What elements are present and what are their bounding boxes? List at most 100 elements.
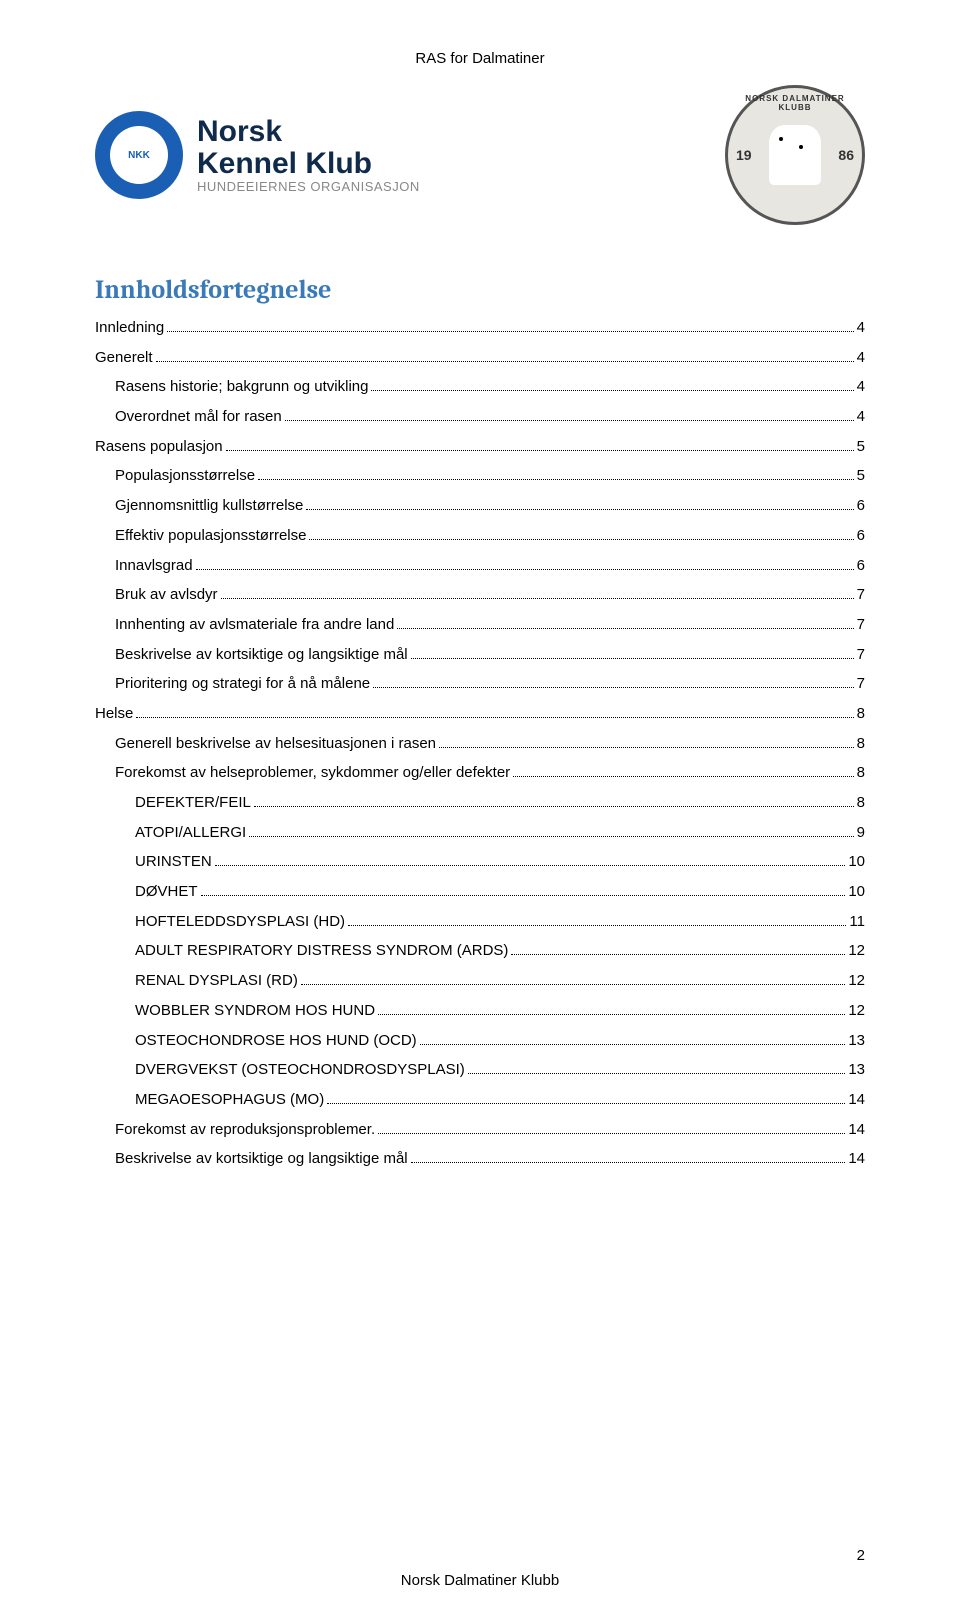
toc-entry-label: Bruk av avlsdyr <box>115 584 218 607</box>
nkk-text-block: Norsk Kennel Klub HUNDEEIERNES ORGANISAS… <box>197 116 420 194</box>
toc-entry-page: 14 <box>848 1148 865 1171</box>
toc-row: Innledning4 <box>95 317 865 340</box>
toc-entry-page: 8 <box>857 792 865 815</box>
toc-entry-label: Innledning <box>95 317 164 340</box>
toc-entry-label: Forekomst av reproduksjonsproblemer. <box>115 1119 375 1142</box>
toc-entry-page: 8 <box>857 762 865 785</box>
toc-leader-dots <box>254 806 854 807</box>
toc-entry-label: Beskrivelse av kortsiktige og langsiktig… <box>115 1148 408 1171</box>
toc-entry-label: Populasjonsstørrelse <box>115 465 255 488</box>
toc-row: Forekomst av reproduksjonsproblemer.14 <box>95 1119 865 1142</box>
toc-row: Rasens historie; bakgrunn og utvikling4 <box>95 376 865 399</box>
club-year-right: 86 <box>838 147 854 163</box>
toc-entry-label: URINSTEN <box>135 851 212 874</box>
toc-entry-label: Helse <box>95 703 133 726</box>
toc-row: Overordnet mål for rasen4 <box>95 406 865 429</box>
toc-row: HOFTELEDDSDYSPLASI (HD) 11 <box>95 911 865 934</box>
toc-entry-page: 4 <box>857 406 865 429</box>
nkk-logo-block: NKK Norsk Kennel Klub HUNDEEIERNES ORGAN… <box>95 111 420 199</box>
toc-row: Effektiv populasjonsstørrelse 6 <box>95 525 865 548</box>
toc-entry-label: OSTEOCHONDROSE HOS HUND (OCD) <box>135 1030 417 1053</box>
toc-entry-label: MEGAOESOPHAGUS (MO) <box>135 1089 324 1112</box>
toc-row: WOBBLER SYNDROM HOS HUND 12 <box>95 1000 865 1023</box>
toc-leader-dots <box>511 954 845 955</box>
toc-row: ATOPI/ALLERGI 9 <box>95 822 865 845</box>
toc-row: Innhenting av avlsmateriale fra andre la… <box>95 614 865 637</box>
toc-leader-dots <box>411 658 854 659</box>
toc-leader-dots <box>468 1073 846 1074</box>
toc-leader-dots <box>373 687 854 688</box>
toc-row: RENAL DYSPLASI (RD) 12 <box>95 970 865 993</box>
dalmatian-dog-icon <box>769 125 821 185</box>
toc-row: ADULT RESPIRATORY DISTRESS SYNDROM (ARDS… <box>95 940 865 963</box>
toc-entry-label: Effektiv populasjonsstørrelse <box>115 525 306 548</box>
toc-leader-dots <box>285 420 854 421</box>
toc-leader-dots <box>196 569 854 570</box>
toc-entry-label: Innavlsgrad <box>115 555 193 578</box>
toc-entry-label: WOBBLER SYNDROM HOS HUND <box>135 1000 375 1023</box>
toc-heading: Innholdsfortegnelse <box>95 275 865 305</box>
toc-entry-page: 10 <box>848 881 865 904</box>
toc-row: Beskrivelse av kortsiktige og langsiktig… <box>95 1148 865 1171</box>
dalmatiner-club-logo-icon: NORSK DALMATINER KLUBB 19 86 <box>725 85 865 225</box>
toc-leader-dots <box>221 598 854 599</box>
page-number: 2 <box>857 1547 865 1564</box>
toc-entry-page: 14 <box>848 1089 865 1112</box>
toc-entry-page: 12 <box>848 970 865 993</box>
toc-row: Innavlsgrad6 <box>95 555 865 578</box>
toc-leader-dots <box>226 450 854 451</box>
toc-leader-dots <box>513 776 853 777</box>
toc-row: Prioritering og strategi for å nå målene… <box>95 673 865 696</box>
toc-leader-dots <box>167 331 853 332</box>
nkk-badge-text: NKK <box>110 126 168 184</box>
toc-entry-page: 4 <box>857 347 865 370</box>
toc-entry-page: 6 <box>857 525 865 548</box>
toc-entry-page: 9 <box>857 822 865 845</box>
toc-entry-label: Forekomst av helseproblemer, sykdommer o… <box>115 762 510 785</box>
toc-leader-dots <box>136 717 853 718</box>
toc-entry-label: Gjennomsnittlig kullstørrelse <box>115 495 303 518</box>
toc-entry-label: DØVHET <box>135 881 198 904</box>
toc-entry-label: ATOPI/ALLERGI <box>135 822 246 845</box>
toc-leader-dots <box>378 1133 845 1134</box>
toc-leader-dots <box>301 984 845 985</box>
toc-entry-label: HOFTELEDDSDYSPLASI (HD) <box>135 911 345 934</box>
nkk-logo-icon: NKK <box>95 111 183 199</box>
toc-row: Generell beskrivelse av helsesituasjonen… <box>95 733 865 756</box>
toc-row: Helse 8 <box>95 703 865 726</box>
table-of-contents: Innledning4Generelt4Rasens historie; bak… <box>95 317 865 1171</box>
toc-leader-dots <box>348 925 846 926</box>
toc-entry-page: 8 <box>857 703 865 726</box>
toc-row: Populasjonsstørrelse 5 <box>95 465 865 488</box>
toc-row: Generelt4 <box>95 347 865 370</box>
document-page: RAS for Dalmatiner NKK Norsk Kennel Klub… <box>0 0 960 1619</box>
toc-entry-page: 12 <box>848 1000 865 1023</box>
logo-row: NKK Norsk Kennel Klub HUNDEEIERNES ORGAN… <box>95 85 865 225</box>
toc-row: DEFEKTER/FEIL8 <box>95 792 865 815</box>
toc-row: Gjennomsnittlig kullstørrelse6 <box>95 495 865 518</box>
toc-row: MEGAOESOPHAGUS (MO) 14 <box>95 1089 865 1112</box>
toc-leader-dots <box>378 1014 845 1015</box>
toc-entry-page: 13 <box>848 1030 865 1053</box>
toc-entry-page: 7 <box>857 673 865 696</box>
toc-row: Rasens populasjon5 <box>95 436 865 459</box>
toc-row: Bruk av avlsdyr7 <box>95 584 865 607</box>
toc-entry-page: 12 <box>848 940 865 963</box>
toc-leader-dots <box>371 390 853 391</box>
toc-entry-page: 11 <box>849 911 865 934</box>
toc-leader-dots <box>156 361 854 362</box>
nkk-subtitle: HUNDEEIERNES ORGANISASJON <box>197 179 420 194</box>
toc-row: Beskrivelse av kortsiktige og langsiktig… <box>95 644 865 667</box>
toc-row: DVERGVEKST (OSTEOCHONDROSDYSPLASI) 13 <box>95 1059 865 1082</box>
toc-leader-dots <box>215 865 846 866</box>
toc-leader-dots <box>201 895 846 896</box>
toc-entry-label: Generell beskrivelse av helsesituasjonen… <box>115 733 436 756</box>
nkk-name-line1: Norsk <box>197 116 420 148</box>
toc-entry-page: 5 <box>857 436 865 459</box>
toc-entry-label: Prioritering og strategi for å nå målene <box>115 673 370 696</box>
toc-entry-page: 13 <box>848 1059 865 1082</box>
toc-entry-label: RENAL DYSPLASI (RD) <box>135 970 298 993</box>
toc-entry-label: DVERGVEKST (OSTEOCHONDROSDYSPLASI) <box>135 1059 465 1082</box>
toc-entry-page: 8 <box>857 733 865 756</box>
toc-entry-page: 5 <box>857 465 865 488</box>
